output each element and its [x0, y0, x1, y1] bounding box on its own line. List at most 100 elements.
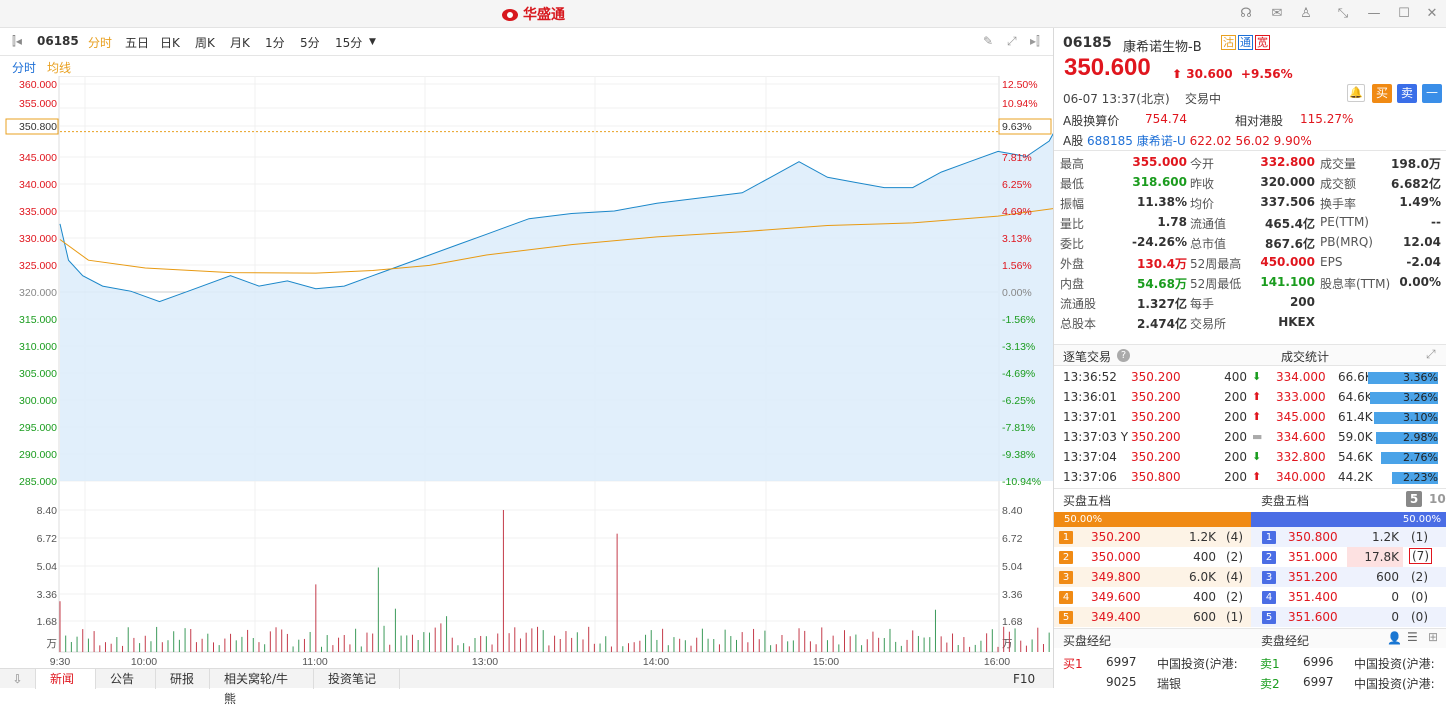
- more-button[interactable]: —: [1422, 84, 1442, 103]
- bid-count: (1): [1226, 610, 1243, 624]
- expand-icon[interactable]: ⤢: [1426, 347, 1436, 361]
- bottom-tab[interactable]: 相关窝轮/牛熊: [210, 669, 314, 706]
- ask-price: 350.800: [1288, 530, 1338, 544]
- stat-price: 340.000: [1276, 470, 1326, 484]
- bid-level: 3: [1059, 571, 1073, 584]
- tab-avg-line[interactable]: 均线: [47, 61, 72, 75]
- panel-toggle-icon[interactable]: ⇩: [0, 669, 36, 689]
- skin-icon[interactable]: ♙: [1300, 6, 1312, 21]
- stat-price: 332.800: [1276, 450, 1326, 464]
- period-tab[interactable]: 月K: [230, 36, 250, 50]
- tab-fenshi[interactable]: 分时: [12, 61, 37, 75]
- quote-label: 总股本: [1060, 317, 1097, 331]
- period-tab[interactable]: 1分: [265, 36, 285, 50]
- a-name[interactable]: 康希诺-U: [1136, 134, 1186, 148]
- depth-5-button[interactable]: 5: [1406, 491, 1422, 507]
- quote-value: 337.506: [1260, 195, 1315, 209]
- bottom-tab[interactable]: 投资笔记: [314, 669, 400, 689]
- fullscreen-icon[interactable]: ⤢: [1007, 34, 1017, 48]
- tick-time: 13:36:01: [1063, 390, 1117, 404]
- ticks-title[interactable]: 逐笔交易: [1063, 350, 1112, 364]
- buy-button[interactable]: 买: [1372, 84, 1392, 103]
- avg-line: [59, 208, 1053, 274]
- sub-tabs: 分时 均线: [0, 56, 1053, 76]
- tick-time: 13:36:52: [1063, 370, 1117, 384]
- price-area-fill: [60, 134, 1053, 481]
- quote-value: HKEX: [1278, 315, 1315, 329]
- ticks-header: 逐笔交易 ? 成交统计 ⤢: [1054, 344, 1446, 366]
- maximize-icon[interactable]: ☐: [1398, 6, 1410, 21]
- bottom-tab[interactable]: 公告: [96, 669, 156, 689]
- time-tick-label: 10:00: [131, 656, 157, 668]
- quote-label: 量比: [1060, 217, 1085, 231]
- ask-row[interactable]: 3 351.200 600 (2): [1251, 567, 1446, 587]
- grid-icon[interactable]: ⊞: [1428, 630, 1439, 644]
- price-tick-label: 360.000: [19, 79, 57, 91]
- collapse-left-icon[interactable]: ⫿◂: [12, 34, 22, 48]
- bottom-tab[interactable]: 新闻: [36, 669, 96, 689]
- ask-title: 卖盘五档: [1261, 494, 1310, 508]
- ask-price: 351.600: [1288, 610, 1338, 624]
- bid-count: (4): [1226, 570, 1243, 584]
- period-tab[interactable]: 五日: [125, 36, 150, 50]
- sell-button[interactable]: 卖: [1397, 84, 1417, 103]
- ask-row[interactable]: 1 350.800 1.2K (1): [1251, 527, 1446, 547]
- period-tab[interactable]: 5分: [300, 36, 320, 50]
- chevron-down-icon[interactable]: ▼: [369, 37, 376, 47]
- period-tab[interactable]: 日K: [160, 36, 180, 50]
- person-icon[interactable]: 👤: [1387, 631, 1402, 645]
- ask-price: 351.200: [1288, 570, 1338, 584]
- bid-row[interactable]: 5 349.400 600 (1): [1054, 607, 1251, 627]
- buy-broker-row[interactable]: 买1 6997 中国投资(沪港:: [1054, 652, 1251, 672]
- tick-price: 350.200: [1131, 390, 1181, 404]
- quote-value: 450.000: [1260, 255, 1315, 269]
- price-tick-label: 355.000: [19, 98, 57, 110]
- buy-broker-row[interactable]: 9025 瑞银: [1054, 672, 1251, 692]
- pencil-icon[interactable]: ✎: [983, 34, 994, 48]
- f10-button[interactable]: F10: [1013, 672, 1036, 686]
- bell-icon[interactable]: 🔔: [1347, 84, 1365, 102]
- period-tab[interactable]: 周K: [195, 36, 215, 50]
- quote-value: 11.38%: [1137, 195, 1187, 209]
- minimize-icon[interactable]: —: [1367, 6, 1381, 21]
- bid-row[interactable]: 1 350.200 1.2K (4): [1054, 527, 1251, 547]
- shrink-icon[interactable]: ⤡: [1337, 6, 1349, 21]
- sell-broker-row[interactable]: 卖1 6996 中国投资(沪港:: [1251, 652, 1446, 672]
- stat-pct: 3.26%: [1403, 391, 1438, 404]
- ah-label: A股换算价: [1063, 114, 1120, 128]
- quote-label: 委比: [1060, 237, 1085, 251]
- bid-row[interactable]: 3 349.800 6.0K (4): [1054, 567, 1251, 587]
- ask-row[interactable]: 4 351.400 0 (0): [1251, 587, 1446, 607]
- ask-level: 4: [1262, 591, 1276, 604]
- stat-price: 333.000: [1276, 390, 1326, 404]
- stats-title[interactable]: 成交统计: [1281, 350, 1330, 364]
- bid-row[interactable]: 2 350.000 400 (2): [1054, 547, 1251, 567]
- sell-broker-title: 卖盘经纪: [1261, 634, 1310, 648]
- list-icon[interactable]: ☰: [1407, 630, 1418, 644]
- quote-label: 股息率(TTM): [1320, 277, 1391, 291]
- period-tab[interactable]: 15分: [335, 36, 363, 50]
- quote-value: 465.4亿: [1265, 217, 1315, 231]
- volume-tick-label-right: 6.72: [1002, 533, 1023, 545]
- pct-tick-label: 9.63%: [1002, 121, 1032, 133]
- ask-price: 351.000: [1288, 550, 1338, 564]
- collapse-right-icon[interactable]: ▸⫿: [1030, 34, 1040, 48]
- depth-10-button[interactable]: 10: [1429, 492, 1446, 506]
- close-icon[interactable]: ✕: [1426, 6, 1438, 21]
- bottom-tab[interactable]: 研报: [156, 669, 210, 689]
- pct-tick-label: -7.81%: [1002, 422, 1035, 434]
- mail-icon[interactable]: ✉: [1271, 6, 1283, 21]
- intraday-chart[interactable]: 360.000 355.000 350.800 345.000 340.000 335.0…: [0, 76, 1053, 668]
- ask-row[interactable]: 5 351.600 0 (0): [1251, 607, 1446, 627]
- help-icon[interactable]: ?: [1117, 349, 1130, 362]
- bid-row[interactable]: 4 349.600 400 (2): [1054, 587, 1251, 607]
- volume-tick-label: 5.04: [37, 561, 58, 573]
- broker-name: 瑞银: [1157, 677, 1182, 691]
- quote-value: 1.49%: [1399, 195, 1441, 209]
- ask-row[interactable]: 2 351.000 17.8K (7): [1251, 547, 1446, 567]
- headset-icon[interactable]: ☊: [1240, 6, 1252, 21]
- a-code[interactable]: 688185: [1087, 134, 1133, 148]
- up-arrow-icon: ⬆: [1252, 470, 1262, 483]
- sell-broker-row[interactable]: 卖2 6997 中国投资(沪港:: [1251, 672, 1446, 692]
- period-tab[interactable]: 分时: [88, 36, 113, 50]
